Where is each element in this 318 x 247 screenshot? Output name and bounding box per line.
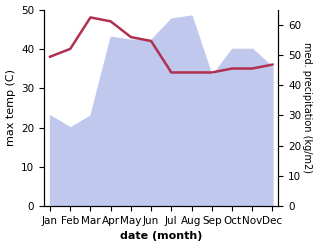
Y-axis label: med. precipitation (kg/m2): med. precipitation (kg/m2) bbox=[302, 42, 313, 173]
X-axis label: date (month): date (month) bbox=[120, 231, 203, 242]
Y-axis label: max temp (C): max temp (C) bbox=[5, 69, 16, 146]
